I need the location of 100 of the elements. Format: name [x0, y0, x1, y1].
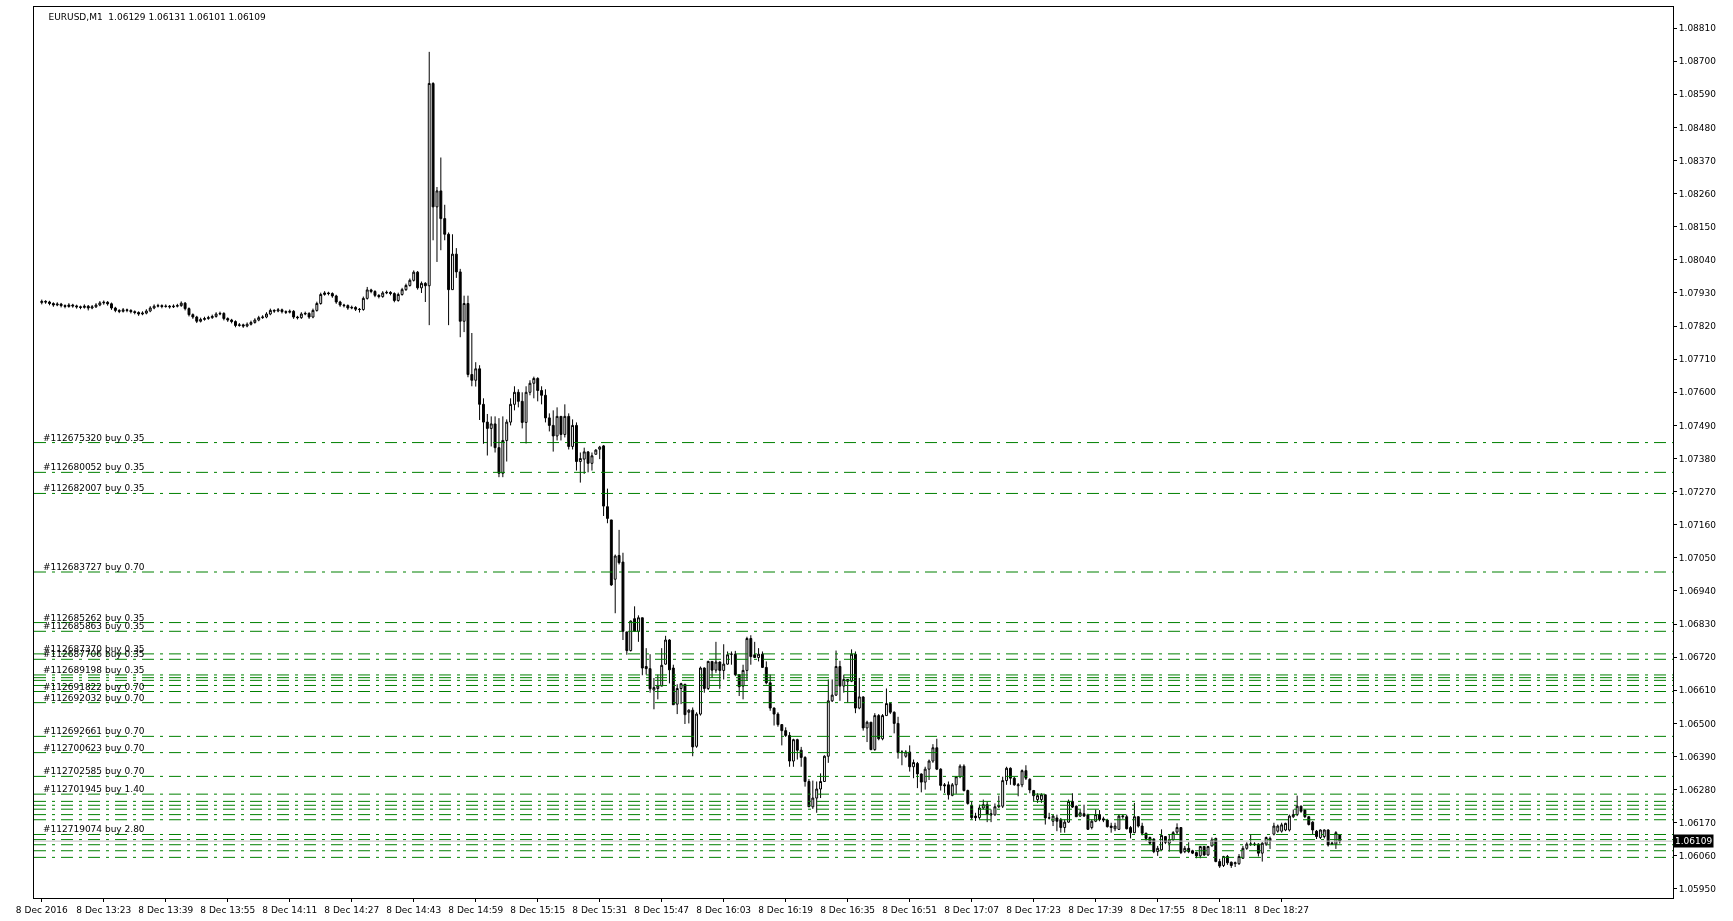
x-tick-label: 8 Dec 18:27 — [1254, 904, 1310, 915]
candlestick — [102, 299, 106, 306]
candlestick — [307, 312, 311, 320]
candlestick — [1059, 817, 1063, 834]
candlestick — [179, 300, 183, 307]
ref-line-label: #112689198 buy 0.35 — [43, 665, 145, 675]
x-tick-label: 8 Dec 17:07 — [944, 904, 1000, 915]
candlestick — [106, 300, 110, 307]
candlestick — [48, 300, 51, 306]
candlestick — [90, 304, 94, 310]
candlestick — [1055, 814, 1059, 832]
candlestick — [1109, 822, 1113, 834]
candlestick — [141, 310, 144, 316]
candlestick — [144, 308, 148, 314]
ref-line-label: #112682007 buy 0.35 — [43, 483, 145, 493]
candlestick — [1318, 828, 1322, 840]
x-tick-label: 8 Dec 15:47 — [634, 904, 690, 915]
candlestick — [1276, 824, 1280, 834]
x-tick-label: 8 Dec 14:43 — [386, 904, 442, 915]
y-tick-label: 1.08590 — [1678, 89, 1717, 100]
candlestick — [222, 311, 226, 321]
x-tick-label: 8 Dec 17:55 — [1130, 904, 1186, 915]
candlestick — [59, 302, 63, 308]
candlestick — [373, 290, 377, 298]
y-tick-label: 1.06940 — [1678, 586, 1717, 597]
candlestick — [121, 307, 125, 314]
candlestick — [788, 731, 792, 768]
x-tick-label: 8 Dec 16:19 — [758, 904, 814, 915]
candlestick — [226, 316, 230, 323]
ref-line-label: #112680052 buy 0.35 — [43, 462, 145, 472]
candlestick — [110, 303, 113, 311]
candlestick — [1036, 792, 1039, 804]
candlestick — [1179, 827, 1183, 855]
candlestick — [1008, 766, 1012, 786]
ref-line-label: #112692032 buy 0.70 — [43, 693, 145, 703]
y-tick-label: 1.08040 — [1678, 255, 1717, 265]
y-tick-label: 1.07710 — [1678, 354, 1717, 365]
candlestick — [40, 299, 44, 305]
candlestick — [1202, 845, 1206, 857]
candlestick — [730, 650, 733, 666]
x-tick-label: 8 Dec 16:51 — [882, 904, 938, 915]
candlestick — [551, 409, 555, 453]
candlestick — [1311, 820, 1315, 835]
candlestick — [590, 452, 594, 472]
candlestick — [210, 314, 214, 320]
y-tick-label: 1.07380 — [1678, 453, 1717, 464]
y-tick-label: 1.06390 — [1678, 751, 1717, 762]
candlestick — [385, 290, 389, 295]
candlestick — [334, 294, 338, 305]
candlestick — [195, 316, 199, 324]
candlestick — [156, 303, 160, 308]
candlestick — [148, 305, 152, 312]
y-tick-label: 1.08260 — [1678, 188, 1717, 199]
candlestick — [392, 291, 396, 303]
candlestick — [536, 376, 540, 402]
ref-line-label: #112683727 buy 0.70 — [43, 562, 145, 572]
candlestick — [98, 300, 102, 306]
x-tick-label: 8 Dec 18:11 — [1192, 904, 1248, 915]
candlestick — [1272, 822, 1276, 836]
y-tick-label: 1.07820 — [1678, 321, 1717, 332]
candlestick — [276, 307, 280, 313]
candlestick — [67, 302, 71, 309]
candlestick — [241, 323, 245, 329]
candlestick — [44, 299, 48, 305]
candlestick — [55, 301, 59, 307]
y-tick-label: 1.06720 — [1678, 652, 1717, 663]
candlestick — [327, 291, 330, 296]
candlestick — [1098, 809, 1101, 822]
candlestick — [640, 617, 644, 676]
ref-line-label: #112701945 buy 1.40 — [43, 784, 145, 794]
y-tick-label: 1.08700 — [1678, 56, 1717, 67]
ref-line-label: #112675320 buy 0.35 — [43, 433, 145, 443]
y-tick-label: 1.06830 — [1678, 619, 1717, 630]
y-tick-label: 1.07050 — [1678, 553, 1717, 563]
candlestick — [245, 321, 249, 328]
candlestick — [129, 308, 133, 314]
candlestick — [977, 804, 981, 820]
candlestick — [427, 51, 431, 326]
y-tick-label: 1.07160 — [1678, 519, 1717, 530]
y-tick-label: 1.07600 — [1678, 387, 1717, 398]
x-tick-label: 8 Dec 15:15 — [510, 904, 566, 915]
x-tick-label: 8 Dec 17:23 — [1006, 904, 1062, 915]
candlestick — [280, 308, 284, 314]
candlestick — [175, 303, 179, 308]
candlestick — [164, 303, 168, 309]
candlestick — [272, 308, 276, 314]
candlestick — [350, 305, 354, 310]
candlestick — [187, 306, 191, 317]
candlestick — [71, 303, 75, 309]
candlestick — [354, 305, 358, 312]
candlestick — [1260, 841, 1264, 863]
y-tick-label: 1.07270 — [1678, 486, 1717, 497]
candlestick — [117, 308, 121, 314]
x-tick-label: 8 Dec 13:39 — [138, 904, 194, 915]
x-tick-label: 8 Dec 13:55 — [200, 904, 256, 915]
y-tick-label: 1.06610 — [1678, 685, 1717, 696]
candlestick — [261, 314, 265, 320]
candlestick — [1280, 822, 1284, 834]
candlestick — [79, 305, 82, 310]
candlestick — [733, 650, 737, 677]
